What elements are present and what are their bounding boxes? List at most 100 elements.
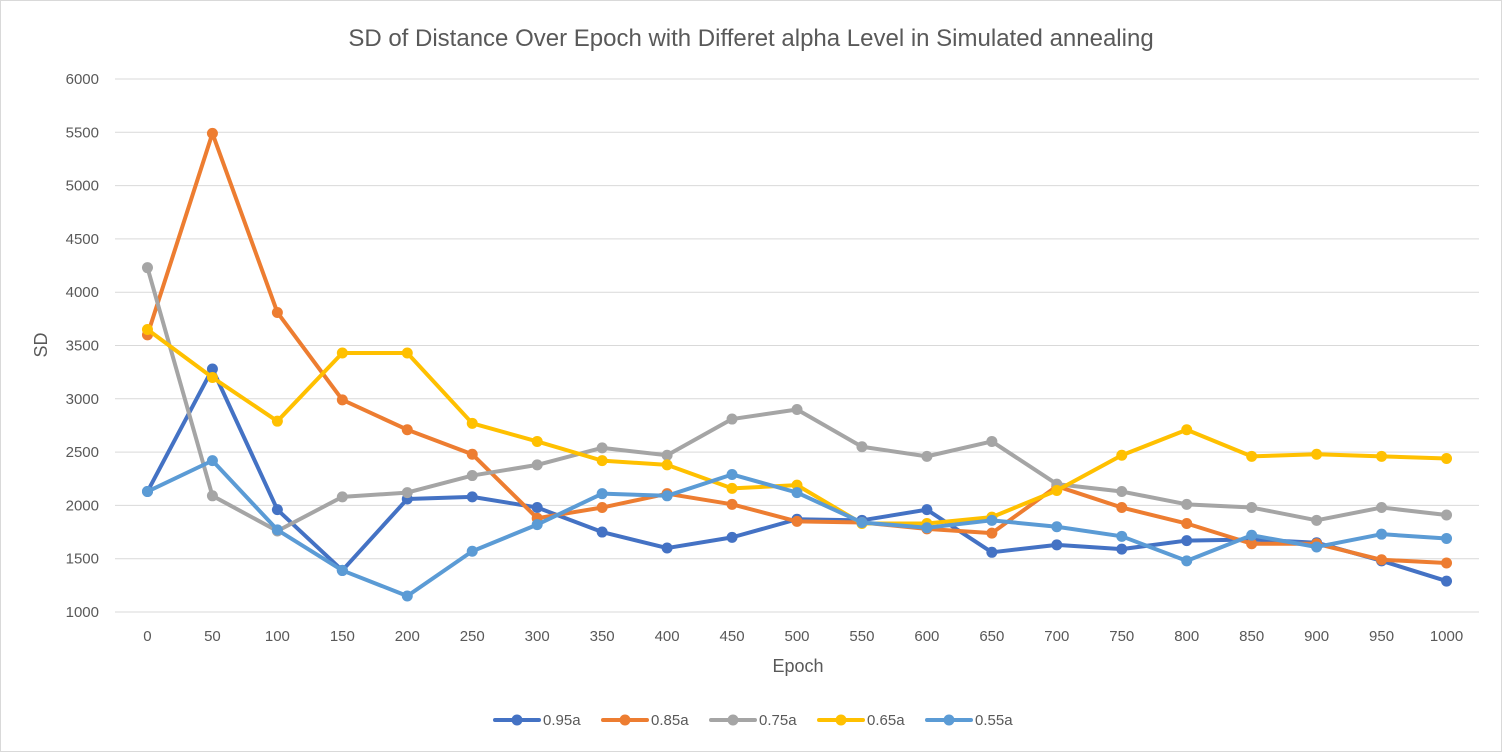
data-point bbox=[531, 502, 543, 514]
y-tick-label: 3500 bbox=[66, 338, 99, 355]
data-point bbox=[1441, 509, 1453, 521]
data-point bbox=[1051, 521, 1063, 533]
data-point bbox=[596, 526, 608, 538]
data-point bbox=[1311, 448, 1323, 460]
x-tick-label: 500 bbox=[784, 628, 809, 645]
y-tick-label: 2000 bbox=[66, 497, 99, 514]
data-point bbox=[986, 435, 998, 447]
x-tick-label: 800 bbox=[1174, 628, 1199, 645]
legend-swatch-marker bbox=[511, 714, 523, 726]
x-tick-label: 750 bbox=[1109, 628, 1134, 645]
x-tick-label: 300 bbox=[525, 628, 550, 645]
data-point bbox=[596, 502, 608, 514]
x-tick-label: 400 bbox=[655, 628, 680, 645]
series-0.55a bbox=[141, 455, 1453, 602]
x-tick-label: 550 bbox=[849, 628, 874, 645]
legend-item: 0.75a bbox=[709, 712, 797, 729]
data-point bbox=[1441, 532, 1453, 544]
data-point bbox=[1181, 535, 1193, 547]
data-point bbox=[336, 394, 348, 406]
data-point bbox=[1116, 530, 1128, 542]
data-point bbox=[986, 546, 998, 558]
data-point bbox=[1116, 449, 1128, 461]
series-lines bbox=[141, 127, 1453, 602]
data-point bbox=[596, 455, 608, 467]
data-point bbox=[986, 527, 998, 539]
x-tick-label: 150 bbox=[330, 628, 355, 645]
data-point bbox=[401, 347, 413, 359]
legend-item: 0.95a bbox=[493, 712, 581, 729]
data-point bbox=[726, 498, 738, 510]
data-point bbox=[1116, 543, 1128, 555]
data-point bbox=[271, 524, 283, 536]
data-point bbox=[661, 490, 673, 502]
data-point bbox=[921, 450, 933, 462]
data-point bbox=[466, 417, 478, 429]
data-point bbox=[1376, 502, 1388, 514]
data-point bbox=[531, 519, 543, 531]
data-point bbox=[1376, 528, 1388, 540]
x-tick-label: 450 bbox=[720, 628, 745, 645]
data-point bbox=[531, 435, 543, 447]
y-axis-ticks: 1000 1500 2000 2500 3000 3500 4000 4500 5000 5500… bbox=[66, 71, 99, 621]
x-tick-label: 1000 bbox=[1430, 628, 1463, 645]
data-point bbox=[1051, 539, 1063, 551]
data-point bbox=[726, 413, 738, 425]
data-point bbox=[336, 564, 348, 576]
data-point bbox=[856, 441, 868, 453]
data-point bbox=[531, 459, 543, 471]
data-point bbox=[596, 442, 608, 454]
legend-item: 0.85a bbox=[601, 712, 689, 729]
data-point bbox=[596, 488, 608, 500]
y-tick-label: 6000 bbox=[66, 71, 99, 88]
data-point bbox=[206, 363, 218, 375]
data-point bbox=[1116, 502, 1128, 514]
y-tick-label: 4000 bbox=[66, 284, 99, 301]
legend-label: 0.55a bbox=[975, 712, 1013, 729]
legend-swatch-marker bbox=[619, 714, 631, 726]
data-point bbox=[726, 531, 738, 543]
legend: 0.95a 0.85a 0.75a 0.65a 0.55a bbox=[493, 712, 1013, 729]
y-tick-label: 4500 bbox=[66, 231, 99, 248]
legend-label: 0.75a bbox=[759, 712, 797, 729]
data-point bbox=[1441, 557, 1453, 569]
data-point bbox=[1246, 502, 1258, 514]
x-tick-label: 900 bbox=[1304, 628, 1329, 645]
data-point bbox=[921, 522, 933, 534]
data-point bbox=[726, 482, 738, 494]
data-point bbox=[921, 504, 933, 516]
data-point bbox=[661, 459, 673, 471]
data-point bbox=[141, 324, 153, 336]
data-point bbox=[141, 486, 153, 498]
x-tick-label: 200 bbox=[395, 628, 420, 645]
data-point bbox=[466, 470, 478, 482]
y-tick-label: 3000 bbox=[66, 391, 99, 408]
data-point bbox=[791, 403, 803, 415]
data-point bbox=[856, 516, 868, 528]
y-tick-label: 1000 bbox=[66, 604, 99, 621]
data-point bbox=[1181, 555, 1193, 567]
data-point bbox=[1246, 529, 1258, 541]
y-tick-label: 5000 bbox=[66, 178, 99, 195]
data-point bbox=[661, 449, 673, 461]
x-tick-label: 950 bbox=[1369, 628, 1394, 645]
data-point bbox=[1376, 450, 1388, 462]
data-point bbox=[466, 491, 478, 503]
legend-swatch-marker bbox=[835, 714, 847, 726]
data-point bbox=[206, 371, 218, 383]
legend-label: 0.65a bbox=[867, 712, 905, 729]
data-point bbox=[401, 487, 413, 499]
data-point bbox=[791, 515, 803, 527]
data-point bbox=[206, 127, 218, 139]
data-point bbox=[1181, 518, 1193, 530]
data-point bbox=[206, 455, 218, 467]
data-point bbox=[466, 545, 478, 557]
y-tick-label: 2500 bbox=[66, 444, 99, 461]
x-tick-label: 650 bbox=[979, 628, 1004, 645]
chart-title: SD of Distance Over Epoch with Differet … bbox=[348, 25, 1153, 52]
data-point bbox=[986, 514, 998, 526]
data-point bbox=[141, 262, 153, 274]
x-tick-label: 100 bbox=[265, 628, 290, 645]
data-point bbox=[336, 491, 348, 503]
